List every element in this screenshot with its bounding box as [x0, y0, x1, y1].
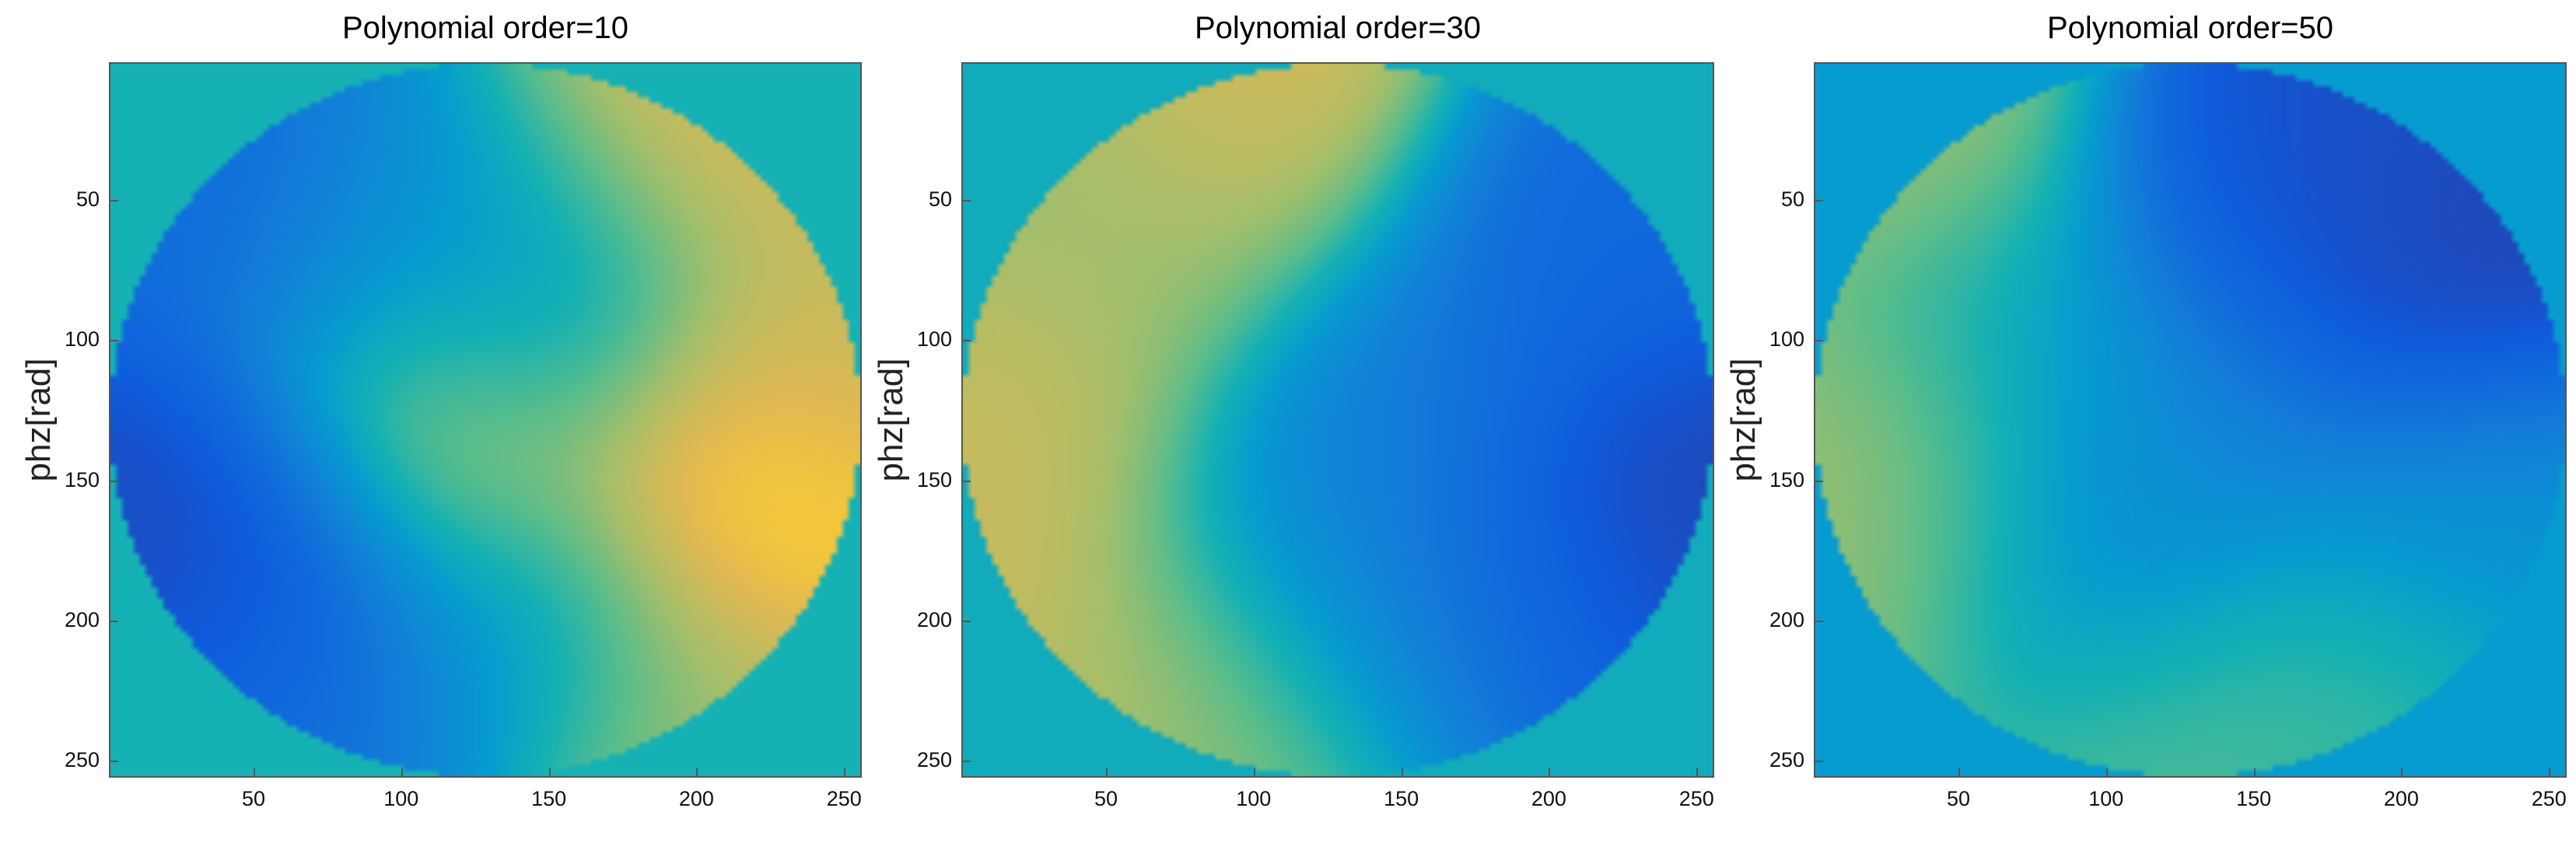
y-tick-label: 250	[916, 748, 952, 772]
x-tick-label: 200	[1531, 787, 1566, 810]
y-tick-label: 50	[928, 187, 952, 211]
y-tick-label: 250	[64, 748, 100, 772]
y-tick-label: 200	[64, 607, 100, 631]
heatmap-plot-area	[961, 62, 1714, 778]
x-tick-mark	[1253, 768, 1255, 776]
y-tick-mark	[963, 620, 971, 622]
x-tick-label: 250	[1678, 787, 1714, 810]
x-tick-label: 250	[826, 787, 862, 810]
x-tick-label: 50	[1946, 787, 1971, 810]
y-tick-mark	[963, 761, 971, 763]
chart-title: Polynomial order=50	[2047, 11, 2333, 45]
y-tick-mark	[1815, 199, 1823, 201]
x-tick-label: 150	[2236, 787, 2272, 810]
x-tick-mark	[254, 768, 255, 776]
y-tick-mark	[110, 620, 118, 622]
x-tick-label: 100	[383, 787, 419, 810]
y-tick-label: 50	[75, 187, 100, 211]
y-tick-label: 150	[1769, 467, 1804, 491]
y-tick-label: 100	[64, 327, 100, 352]
x-tick-mark	[1696, 768, 1699, 776]
y-tick-mark	[1815, 480, 1823, 482]
y-tick-mark	[963, 199, 971, 201]
x-tick-label: 250	[2531, 787, 2567, 810]
x-tick-mark	[2105, 768, 2108, 776]
x-tick-mark	[2253, 768, 2256, 776]
y-tick-mark	[1815, 620, 1823, 622]
chart-title: Polynomial order=10	[342, 11, 628, 45]
x-tick-label: 50	[1094, 787, 1118, 810]
x-tick-mark	[1106, 768, 1108, 776]
y-tick-mark	[963, 340, 971, 342]
heatmap-image	[110, 64, 860, 776]
y-tick-mark	[1815, 340, 1823, 342]
chart-panel-1: Polynomial order=10 phz[rad] 50 100 150 200 25…	[0, 0, 862, 843]
heatmap-image	[1815, 64, 2565, 776]
y-tick-label: 150	[916, 467, 952, 491]
x-tick-mark	[2549, 768, 2551, 776]
heatmap-plot-area	[109, 62, 862, 778]
y-tick-label: 150	[64, 467, 100, 491]
x-tick-label: 200	[2383, 787, 2419, 810]
x-tick-label: 100	[1236, 787, 1272, 810]
y-tick-mark	[110, 199, 118, 201]
x-tick-mark	[1549, 768, 1551, 776]
x-tick-label: 200	[678, 787, 714, 810]
y-tick-mark	[963, 480, 971, 482]
y-tick-label: 250	[1769, 748, 1804, 772]
y-tick-label: 200	[1769, 607, 1804, 631]
chart-panel-2: Polynomial order=30 phz[rad] 50 100 150 200 25…	[852, 0, 1714, 843]
x-tick-mark	[844, 768, 846, 776]
y-tick-label: 200	[916, 607, 952, 631]
y-tick-mark	[110, 761, 118, 763]
x-tick-mark	[548, 768, 551, 776]
x-tick-mark	[401, 768, 403, 776]
x-tick-mark	[696, 768, 698, 776]
x-tick-label: 50	[241, 787, 266, 810]
x-tick-label: 100	[2088, 787, 2124, 810]
y-tick-mark	[110, 340, 118, 342]
heatmap-plot-area	[1814, 62, 2567, 778]
x-tick-mark	[2401, 768, 2403, 776]
x-tick-mark	[1401, 768, 1403, 776]
y-tick-mark	[110, 480, 118, 482]
y-tick-label: 100	[1769, 327, 1804, 352]
x-tick-label: 150	[531, 787, 567, 810]
chart-panel-3: Polynomial order=50 phz[rad] 50 100 150 200 25…	[1705, 0, 2567, 843]
x-tick-label: 150	[1384, 787, 1419, 810]
x-tick-mark	[1958, 768, 1960, 776]
y-tick-label: 100	[916, 327, 952, 352]
y-tick-label: 50	[1780, 187, 1804, 211]
heatmap-image	[963, 64, 1713, 776]
chart-title: Polynomial order=30	[1195, 11, 1481, 45]
y-tick-mark	[1815, 761, 1823, 763]
